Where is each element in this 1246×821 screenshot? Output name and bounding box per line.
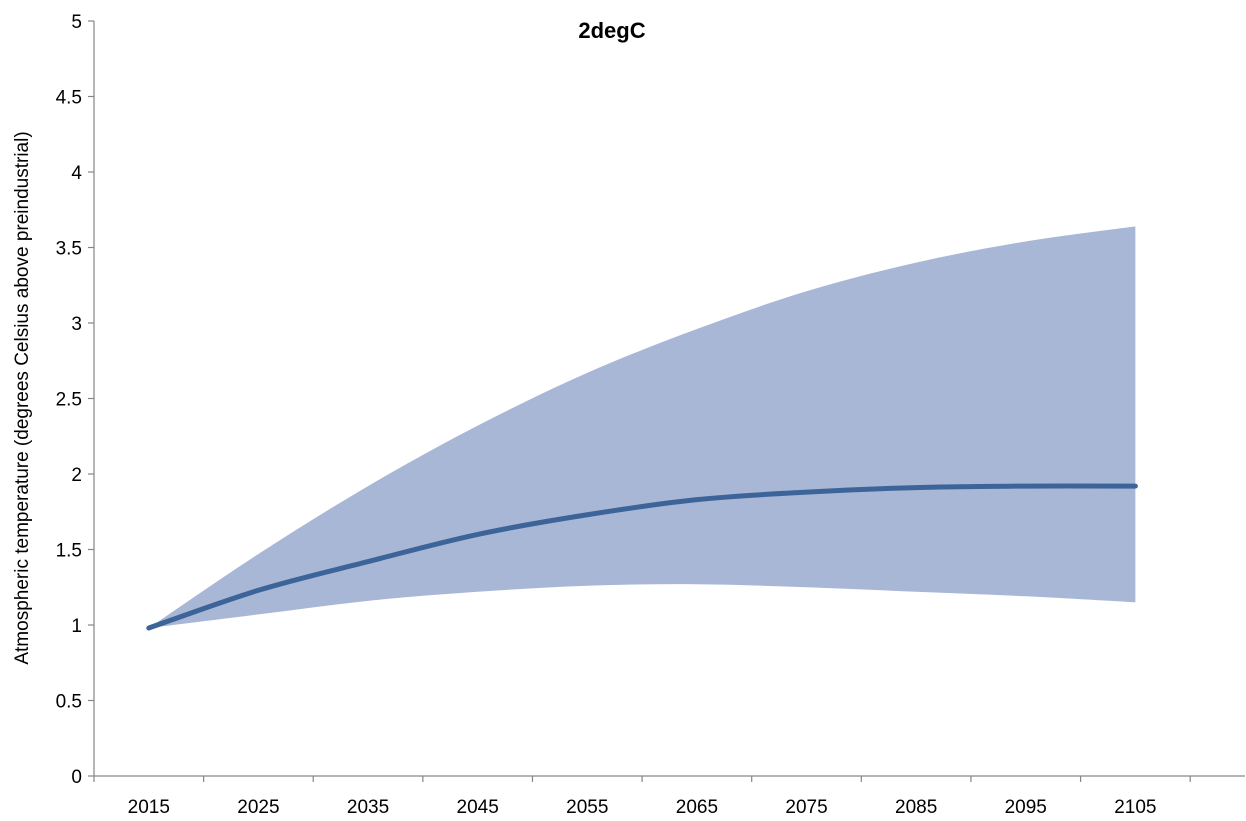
x-tick-label: 2095 bbox=[1005, 797, 1047, 818]
central-line-layer bbox=[146, 483, 1138, 631]
chart-title: 2degC bbox=[578, 18, 645, 43]
y-tick-label: 4 bbox=[71, 163, 82, 184]
x-tick-label: 2085 bbox=[895, 797, 937, 818]
x-tick-label: 2075 bbox=[785, 797, 827, 818]
x-tick-label: 2025 bbox=[237, 797, 279, 818]
y-tick-label: 4.5 bbox=[56, 88, 82, 109]
axes-layer: 0 0.5 1 1.5 2 2.5 3 3.5 4 4.5 5 2015 2025 2035 2045 205… bbox=[56, 12, 1245, 818]
x-tick-label: 2065 bbox=[676, 797, 718, 818]
labels-layer: 2degC Atmospheric temperature (degrees C… bbox=[12, 18, 646, 665]
y-tick-label: 0 bbox=[71, 767, 82, 788]
y-tick-label: 2 bbox=[71, 465, 82, 486]
y-tick-label: 1 bbox=[71, 616, 82, 637]
x-tick-label: 2105 bbox=[1114, 797, 1156, 818]
central-temperature-line bbox=[146, 483, 1138, 631]
x-tick-label: 2045 bbox=[457, 797, 499, 818]
x-tick-label: 2035 bbox=[347, 797, 389, 818]
y-tick-label: 3 bbox=[71, 314, 82, 335]
uncertainty-band-layer bbox=[148, 226, 1136, 629]
y-tick-label: 0.5 bbox=[56, 692, 82, 713]
y-tick-label: 5 bbox=[71, 12, 82, 33]
y-tick-label: 2.5 bbox=[56, 390, 82, 411]
y-tick-label: 3.5 bbox=[56, 239, 82, 260]
y-axis-label: Atmospheric temperature (degrees Celsius… bbox=[12, 131, 33, 664]
x-tick-label: 2055 bbox=[566, 797, 608, 818]
y-tick-label: 1.5 bbox=[56, 541, 82, 562]
x-tick-label: 2015 bbox=[128, 797, 170, 818]
uncertainty-band bbox=[148, 226, 1136, 629]
